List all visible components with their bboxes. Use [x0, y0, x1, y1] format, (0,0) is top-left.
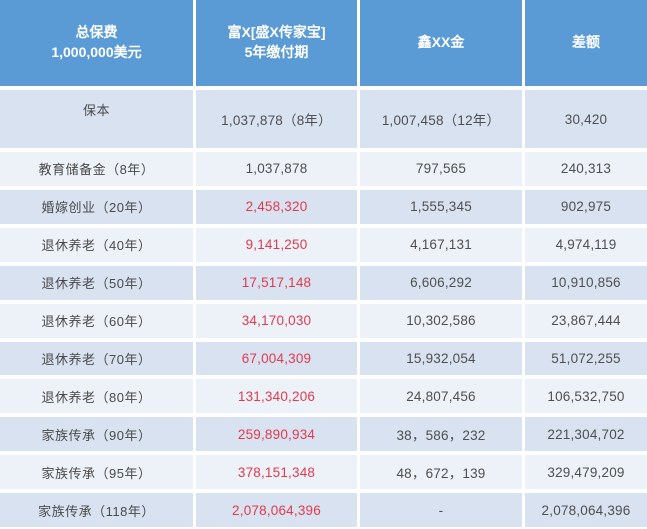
fux-value-cell: 34,170,030 — [196, 303, 357, 338]
xin-value-cell: 6,606,292 — [360, 265, 522, 300]
row-label-cell: 退休养老（70年） — [0, 341, 193, 376]
xin-value-cell: 24,807,456 — [360, 379, 522, 414]
header-xin-label: 鑫XX金 — [417, 34, 465, 51]
row-label-cell: 教育储备金（8年） — [0, 152, 193, 186]
header-fux-line2: 5年缴付期 — [244, 44, 309, 60]
diff-value-cell: 106,532,750 — [525, 379, 647, 414]
diff-value-cell: 2,078,064,396 — [525, 493, 647, 527]
fux-value-cell: 1,037,878（8年） — [196, 90, 357, 148]
diff-value-cell: 51,072,255 — [525, 341, 647, 376]
xin-value-cell: 48，672，139 — [360, 455, 522, 490]
xin-value-cell: 38，586，232 — [360, 417, 522, 452]
row-label-cell: 退休养老（50年） — [0, 265, 193, 300]
row-label-cell: 家族传承（118年） — [0, 493, 193, 527]
xin-value-cell: 797,565 — [360, 152, 522, 186]
fux-value-cell: 17,517,148 — [196, 265, 357, 300]
fux-value-cell: 131,340,206 — [196, 379, 357, 414]
header-premium-line1: 总保费 — [75, 24, 118, 41]
xin-value-cell: 1,555,345 — [360, 189, 522, 224]
fux-value-cell: 259,890,934 — [196, 417, 357, 452]
fux-value-cell: 2,458,320 — [196, 189, 357, 224]
header-cell-difference: 差额 — [525, 0, 647, 86]
diff-value-cell: 23,867,444 — [525, 303, 647, 338]
header-fux-line1: 富X[盛X传家宝] — [227, 24, 326, 41]
row-label-cell: 保本 — [0, 90, 193, 148]
header-cell-fux-product: 富X[盛X传家宝] 5年缴付期 — [196, 0, 357, 86]
diff-value-cell: 30,420 — [525, 90, 647, 148]
diff-value-cell: 10,910,856 — [525, 265, 647, 300]
diff-value-cell: 902,975 — [525, 189, 647, 224]
diff-value-cell: 221,304,702 — [525, 417, 647, 452]
header-premium-line2: 1,000,000美元 — [51, 44, 142, 60]
diff-value-cell: 329,479,209 — [525, 455, 647, 490]
header-cell-xin-product: 鑫XX金 — [360, 0, 522, 86]
row-label-cell: 婚嫁创业（20年） — [0, 189, 193, 224]
xin-value-cell: 4,167,131 — [360, 227, 522, 262]
fux-value-cell: 2,078,064,396 — [196, 493, 357, 527]
xin-value-cell: 15,932,054 — [360, 341, 522, 376]
header-diff-label: 差额 — [572, 34, 600, 51]
fux-value-cell: 378,151,348 — [196, 455, 357, 490]
row-label-cell: 退休养老（60年） — [0, 303, 193, 338]
row-label-cell: 家族传承（95年） — [0, 455, 193, 490]
row-label-cell: 退休养老（40年） — [0, 227, 193, 262]
diff-value-cell: 240,313 — [525, 152, 647, 186]
xin-value-cell: 1,007,458（12年） — [360, 90, 522, 148]
xin-value-cell: 10,302,586 — [360, 303, 522, 338]
fux-value-cell: 1,037,878 — [196, 152, 357, 186]
row-label-cell: 退休养老（80年） — [0, 379, 193, 414]
fux-value-cell: 9,141,250 — [196, 227, 357, 262]
header-cell-premium: 总保费 1,000,000美元 — [0, 0, 193, 86]
diff-value-cell: 4,974,119 — [525, 227, 647, 262]
fux-value-cell: 67,004,309 — [196, 341, 357, 376]
row-label-cell: 家族传承（90年） — [0, 417, 193, 452]
xin-value-cell: - — [360, 493, 522, 527]
